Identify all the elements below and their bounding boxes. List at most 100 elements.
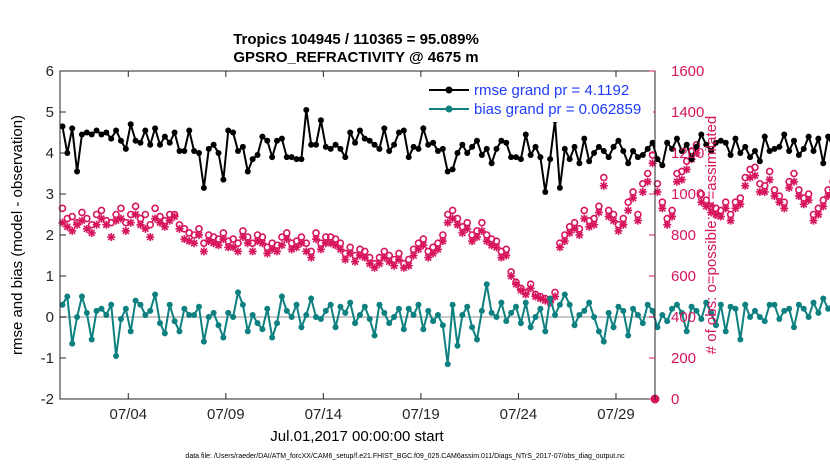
obs-assimilated-point bbox=[726, 216, 735, 225]
rmse-point bbox=[664, 139, 671, 146]
rmse-point bbox=[483, 145, 490, 152]
bias-point bbox=[395, 305, 402, 312]
asterisk-stroke bbox=[507, 272, 515, 280]
obs-assimilated-point bbox=[126, 218, 135, 227]
obs-assimilated-point bbox=[536, 294, 545, 303]
rmse-point bbox=[576, 160, 583, 167]
asterisk-stroke bbox=[727, 217, 735, 225]
rmse-point bbox=[274, 137, 281, 144]
bias-point bbox=[615, 303, 622, 310]
rmse-point bbox=[186, 127, 193, 134]
right-tick-label: 1000 bbox=[671, 186, 704, 203]
obs-assimilated-point bbox=[160, 222, 169, 231]
bias-point bbox=[361, 303, 368, 310]
asterisk-stroke bbox=[478, 227, 486, 235]
obs-assimilated-point bbox=[87, 228, 96, 237]
asterisk-stroke bbox=[375, 260, 384, 268]
bias-point bbox=[708, 309, 715, 316]
obs-assimilated-point bbox=[819, 202, 828, 211]
obs-possible-point bbox=[653, 179, 662, 188]
asterisk-stroke bbox=[190, 239, 198, 247]
rmse-point bbox=[517, 156, 524, 163]
asterisk-stroke bbox=[770, 192, 779, 200]
bias-point bbox=[278, 293, 285, 300]
rmse-point bbox=[781, 131, 788, 138]
asterisk-stroke bbox=[307, 253, 315, 262]
asterisk-stroke bbox=[185, 237, 193, 245]
rmse-point bbox=[810, 147, 817, 154]
rmse-point bbox=[488, 160, 495, 167]
bias-point bbox=[298, 324, 305, 331]
rmse-point bbox=[542, 188, 549, 195]
asterisk-stroke bbox=[122, 227, 130, 235]
bias-point bbox=[181, 305, 188, 312]
bias-point bbox=[352, 320, 359, 327]
asterisk-stroke bbox=[117, 215, 125, 223]
asterisk-stroke bbox=[434, 245, 442, 253]
asterisk-stroke bbox=[824, 193, 830, 200]
asterisk-stroke bbox=[146, 233, 154, 241]
bias-point bbox=[639, 320, 646, 327]
obs-possible-point bbox=[804, 190, 813, 198]
obs-assimilated-point bbox=[234, 247, 243, 256]
bias-point bbox=[478, 307, 485, 314]
rmse-point bbox=[142, 127, 149, 134]
bias-point bbox=[313, 314, 320, 320]
bias-point bbox=[532, 314, 539, 320]
bias-point bbox=[59, 301, 66, 308]
bias-point bbox=[469, 324, 476, 331]
bias-point bbox=[473, 336, 480, 343]
obs-assimilated-point bbox=[302, 247, 311, 256]
obs-assimilated-point bbox=[702, 202, 711, 211]
left-tick-label: 0 bbox=[46, 309, 54, 326]
rmse-point bbox=[239, 143, 246, 150]
asterisk-stroke bbox=[351, 258, 359, 266]
obs-assimilated-point bbox=[433, 245, 442, 254]
asterisk-stroke bbox=[707, 208, 715, 217]
bias-point bbox=[600, 338, 607, 345]
obs-assimilated-point bbox=[814, 210, 823, 219]
rmse-point bbox=[547, 156, 554, 163]
obs-assimilated-point bbox=[590, 220, 599, 229]
rmse-point bbox=[800, 145, 807, 152]
obs-assimilated-point bbox=[521, 290, 530, 299]
rmse-point bbox=[103, 129, 110, 136]
obs-assimilated-point bbox=[575, 231, 584, 239]
bias-point bbox=[483, 281, 490, 288]
bias-point bbox=[103, 311, 110, 318]
rmse-point bbox=[313, 141, 320, 148]
rmse-point bbox=[298, 156, 305, 163]
asterisk-stroke bbox=[488, 241, 496, 249]
rmse-point bbox=[171, 129, 178, 136]
asterisk-stroke bbox=[136, 221, 145, 229]
asterisk-stroke bbox=[356, 251, 364, 260]
rmse-point bbox=[127, 121, 134, 128]
bias-point bbox=[698, 316, 705, 323]
rmse-point bbox=[317, 117, 324, 124]
rmse-point bbox=[527, 152, 534, 159]
obs-assimilated-point bbox=[63, 222, 72, 231]
asterisk-stroke bbox=[809, 217, 818, 225]
rmse-point bbox=[74, 168, 81, 175]
bias-point bbox=[415, 301, 422, 308]
rmse-point bbox=[815, 135, 822, 142]
bias-point bbox=[132, 297, 139, 304]
bias-point bbox=[781, 307, 788, 314]
obs-assimilated-point bbox=[643, 177, 652, 186]
asterisk-stroke bbox=[629, 194, 637, 202]
bias-point bbox=[732, 305, 739, 312]
asterisk-stroke bbox=[473, 233, 481, 241]
bias-point bbox=[595, 328, 602, 335]
rmse-point bbox=[556, 184, 563, 191]
obs-possible-point bbox=[443, 210, 452, 219]
rmse-point bbox=[586, 158, 593, 165]
rmse-point bbox=[327, 145, 334, 152]
rmse-point bbox=[610, 143, 617, 150]
obs-assimilated-point bbox=[77, 216, 86, 225]
bias-point bbox=[761, 318, 768, 325]
bias-point bbox=[493, 314, 500, 320]
bias-point bbox=[805, 314, 812, 320]
rmse-point bbox=[464, 150, 471, 156]
rmse-point bbox=[200, 184, 207, 191]
bias-point bbox=[142, 311, 149, 318]
